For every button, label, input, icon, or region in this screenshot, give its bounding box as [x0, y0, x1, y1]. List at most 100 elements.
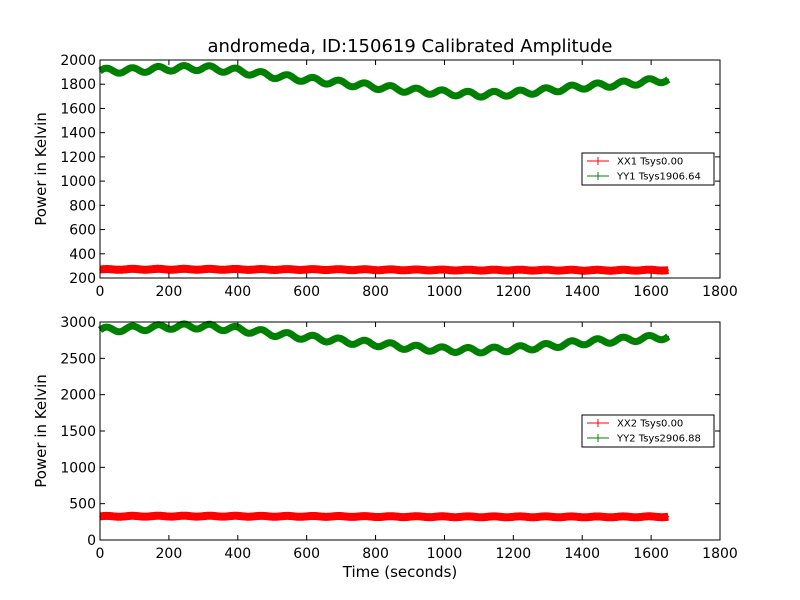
- y-tick-label: 2000: [60, 388, 96, 404]
- y-tick-label: 1400: [60, 126, 96, 142]
- data-point: [409, 269, 411, 271]
- data-point: [305, 78, 308, 81]
- legend-label: XX1 Tsys0.00: [617, 157, 683, 168]
- data-point: [478, 269, 480, 271]
- data-point: [667, 78, 670, 81]
- x-tick-label: 1000: [427, 546, 463, 562]
- y-tick-label: 200: [69, 271, 96, 287]
- data-point: [168, 67, 170, 70]
- data-point: [512, 348, 515, 350]
- legend-label: XX2 Tsys0.00: [617, 419, 683, 430]
- x-tick-label: 1800: [702, 284, 738, 300]
- data-point: [271, 332, 274, 335]
- data-point: [168, 268, 170, 271]
- data-point: [271, 515, 274, 518]
- data-point: [168, 515, 170, 517]
- data-point: [443, 91, 446, 94]
- data-point: [133, 515, 136, 518]
- y-tick-label: 1500: [60, 424, 96, 440]
- x-tick-label: 1400: [564, 284, 600, 300]
- data-point: [581, 516, 584, 518]
- data-point: [374, 85, 377, 88]
- data-point: [478, 516, 480, 518]
- data-point: [667, 335, 670, 338]
- data-point: [650, 80, 652, 82]
- data-point: [305, 515, 308, 518]
- data-point: [340, 340, 342, 342]
- y-tick-label: 3000: [60, 315, 96, 331]
- data-point: [615, 339, 618, 341]
- data-point: [478, 349, 480, 352]
- data-point: [443, 515, 446, 518]
- x-tick-label: 1000: [427, 284, 463, 300]
- data-point: [271, 268, 274, 271]
- series-xx: [96, 511, 672, 522]
- data-point: [546, 89, 549, 92]
- figure-title: andromeda, ID:150619 Calibrated Amplitud…: [207, 36, 612, 57]
- legend-label: YY2 Tsys2906.88: [616, 434, 701, 445]
- x-tick-label: 0: [96, 546, 105, 562]
- data-point: [409, 346, 411, 349]
- data-point: [202, 325, 205, 328]
- data-point: [581, 269, 584, 272]
- legend-box: [581, 152, 715, 186]
- series-yy: [97, 62, 672, 101]
- y-tick-label: 600: [69, 223, 96, 239]
- legend-label: YY1 Tsys1906.64: [616, 172, 701, 183]
- data-point: [650, 337, 652, 339]
- data-point: [133, 69, 136, 72]
- legend-box: [581, 414, 715, 448]
- y-tick-label: 1600: [60, 101, 96, 117]
- data-point: [443, 348, 446, 351]
- subplot-bottom: 0 200 400 600 800 1000 1200 1400 1600 1800 0 500 100…: [32, 315, 738, 581]
- data-point: [615, 516, 618, 518]
- data-point: [236, 70, 239, 72]
- data-point: [512, 269, 515, 271]
- series-yy: [97, 320, 672, 357]
- series-line: [96, 264, 672, 275]
- y-tick-label: 2500: [60, 351, 96, 367]
- y-axis-label: Power in Kelvin: [32, 112, 50, 226]
- data-point: [340, 268, 342, 271]
- data-point: [546, 269, 549, 271]
- y-axis-label: Power in Kelvin: [32, 374, 50, 488]
- x-tick-label: 200: [156, 546, 183, 562]
- subplot-top: 0 200 400 600 800 1000 1200 1400 1600 18002004006…: [32, 53, 738, 300]
- x-tick-label: 800: [362, 284, 389, 300]
- x-tick-label: 400: [224, 546, 251, 562]
- data-point: [374, 343, 377, 345]
- y-tick-label: 500: [69, 497, 96, 513]
- y-tick-label: 800: [69, 198, 96, 214]
- series-line: [97, 62, 672, 101]
- data-point: [202, 67, 205, 69]
- data-point: [581, 85, 584, 88]
- x-tick-label: 1600: [633, 284, 669, 300]
- data-point: [271, 74, 274, 77]
- data-point: [512, 92, 515, 95]
- data-point: [236, 515, 239, 518]
- x-tick-label: 400: [224, 284, 251, 300]
- data-point: [615, 269, 618, 272]
- data-point: [133, 268, 136, 271]
- data-point: [340, 82, 342, 84]
- data-point: [546, 345, 549, 347]
- data-point: [650, 515, 652, 518]
- data-point: [305, 336, 308, 339]
- y-tick-label: 1000: [60, 460, 96, 476]
- data-point: [650, 269, 652, 271]
- data-point: [478, 93, 480, 96]
- data-point: [202, 268, 205, 271]
- data-point: [667, 269, 670, 271]
- data-point: [409, 89, 411, 92]
- y-tick-label: 0: [87, 533, 96, 549]
- axes-frame: [99, 59, 721, 279]
- data-point: [236, 268, 239, 271]
- x-tick-label: 1200: [496, 546, 532, 562]
- x-tick-label: 1600: [633, 546, 669, 562]
- data-point: [374, 515, 377, 518]
- data-point: [615, 83, 618, 86]
- y-tick-label: 1000: [60, 174, 96, 190]
- data-point: [236, 328, 239, 331]
- x-tick-label: 600: [293, 546, 320, 562]
